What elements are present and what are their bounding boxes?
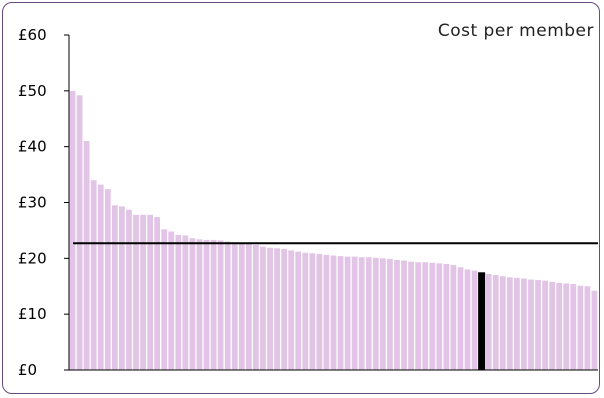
bar <box>549 281 556 370</box>
bar <box>133 214 139 370</box>
bar <box>217 240 224 370</box>
bar <box>161 229 168 370</box>
chart-frame <box>2 2 600 394</box>
bar <box>295 251 302 370</box>
bar <box>203 239 210 370</box>
bar <box>591 290 598 370</box>
bar <box>408 261 414 370</box>
bar <box>323 254 330 370</box>
y-tick-label: £50 <box>18 82 47 100</box>
bar <box>104 189 111 370</box>
bar <box>563 283 570 370</box>
bar <box>168 231 175 370</box>
highlighted-bar <box>478 272 486 370</box>
y-tick-label: £20 <box>18 249 47 267</box>
bar <box>429 262 436 370</box>
bar <box>387 258 393 370</box>
bar <box>140 214 146 370</box>
bar <box>358 257 365 370</box>
bar <box>210 239 217 370</box>
bar <box>471 270 478 370</box>
bar <box>111 205 118 370</box>
y-tick-label: £60 <box>18 26 47 44</box>
bar <box>224 241 231 370</box>
bar <box>147 214 153 370</box>
y-tick-label: £40 <box>18 138 47 156</box>
bar <box>76 95 83 371</box>
y-tick-label: £10 <box>18 305 47 323</box>
bar <box>415 262 422 370</box>
bar <box>394 260 400 370</box>
bar <box>189 238 196 370</box>
bar <box>401 260 407 370</box>
bar <box>281 248 288 370</box>
bar <box>267 247 273 370</box>
bar <box>309 253 316 370</box>
axes-group: £0 £10 £20 £30 £40 £50 £60 <box>18 26 598 379</box>
bar <box>316 253 323 370</box>
y-tick-label: £0 <box>18 361 37 379</box>
bar <box>238 242 245 370</box>
bar <box>506 277 513 370</box>
bar <box>175 234 182 370</box>
bar <box>351 256 358 370</box>
bar <box>513 277 520 371</box>
bar <box>584 286 591 370</box>
bar <box>542 280 548 370</box>
bar <box>245 243 252 370</box>
bar <box>288 250 295 370</box>
bar <box>457 267 464 370</box>
bar <box>154 217 161 370</box>
bar <box>69 90 76 370</box>
bar <box>344 256 351 370</box>
bar <box>372 257 379 370</box>
bar <box>521 278 527 370</box>
bar <box>330 255 337 370</box>
bar <box>83 141 90 370</box>
bar <box>570 284 577 370</box>
bar <box>443 263 450 370</box>
bar <box>485 273 492 370</box>
bar <box>126 209 132 370</box>
y-tick-label: £30 <box>18 194 47 212</box>
bar <box>499 276 506 370</box>
bar <box>492 275 499 370</box>
bar <box>464 269 471 370</box>
chart-title: Cost per member <box>437 21 594 41</box>
bar <box>260 246 266 370</box>
bar <box>422 262 429 370</box>
bar <box>535 280 541 370</box>
bar <box>302 252 309 370</box>
bar <box>196 239 203 370</box>
bar <box>97 184 104 370</box>
bar <box>556 282 563 370</box>
bars-group <box>69 90 598 371</box>
bar <box>119 206 125 370</box>
bar <box>365 257 372 370</box>
bar <box>231 242 238 370</box>
bar <box>577 285 584 370</box>
bar <box>379 258 386 370</box>
bar <box>528 279 534 370</box>
bar <box>253 244 259 370</box>
bar <box>274 248 280 370</box>
bar <box>450 265 457 370</box>
bar <box>337 256 344 370</box>
bar <box>182 235 189 370</box>
bar <box>90 180 97 370</box>
bar <box>436 263 443 370</box>
